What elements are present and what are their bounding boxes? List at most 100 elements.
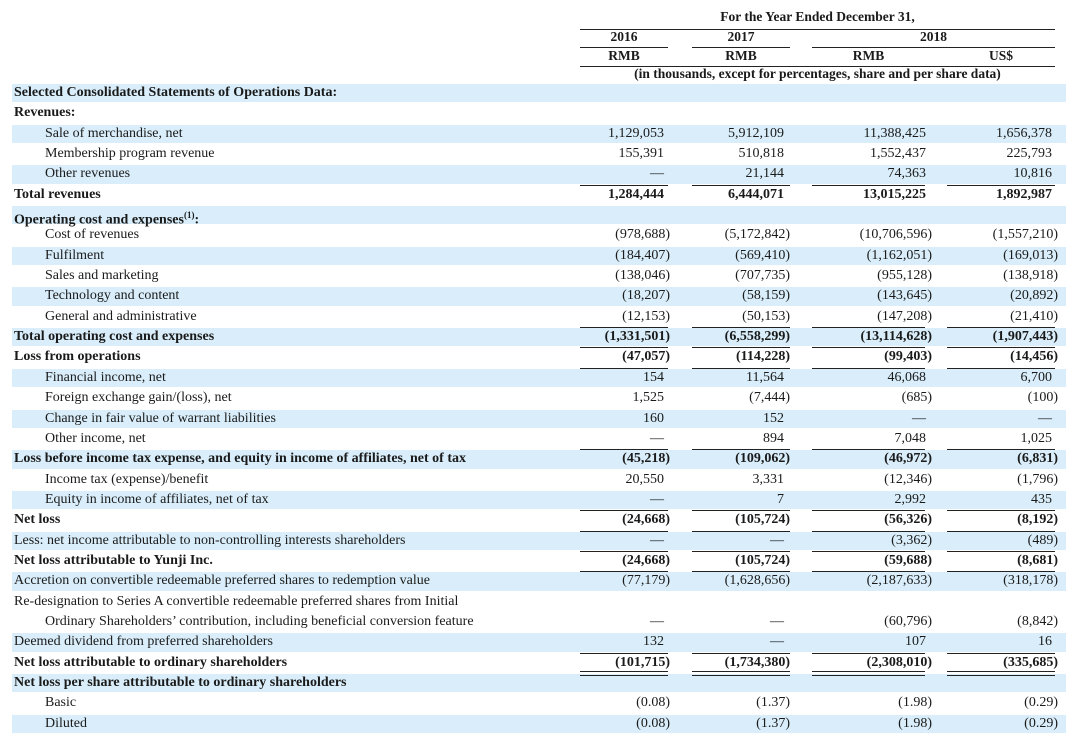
- table-row: Total operating cost and expenses (1,331,…: [0, 327, 1080, 349]
- underline: [947, 184, 1055, 186]
- value-2018-rmb: (2,187,633): [866, 573, 932, 589]
- table-row: Sale of merchandise, net 1,129,053 5,912,1…: [0, 124, 1080, 144]
- value-2017-rmb: 21,144: [745, 166, 785, 182]
- row-label-text: Financial income, net: [45, 369, 166, 385]
- row-label-text: Revenues:: [14, 105, 76, 121]
- row-label: Change in fair value of warrant liabilit…: [45, 409, 276, 429]
- row-label: Technology and content: [45, 286, 179, 306]
- value-2017-rmb: (5,172,842): [724, 227, 790, 243]
- underline: [692, 571, 790, 573]
- units-note: (in thousands, except for percentages, s…: [634, 66, 1001, 81]
- value-2016-rmb: (77,179): [622, 573, 670, 589]
- row-label: Other income, net: [45, 429, 146, 449]
- underline: [812, 449, 925, 451]
- divider: [692, 47, 790, 48]
- row-label-text: Net loss: [14, 512, 61, 528]
- table-row: Less: net income attributable to non-con…: [0, 531, 1080, 552]
- table-row: Cost of revenues (978,688) (5,172,842) (10,…: [0, 225, 1080, 245]
- double-underline: [947, 670, 1055, 676]
- row-label-text: Sale of merchandise, net: [45, 125, 183, 141]
- underline: [580, 449, 668, 451]
- row-label-text: Selected Consolidated Statements of Oper…: [14, 85, 338, 100]
- value-2017-rmb: (105,724): [735, 552, 790, 568]
- row-label: Net loss per share attributable to ordin…: [14, 673, 347, 693]
- value-2018-usd: (318,178): [1003, 573, 1058, 589]
- row-label-text: Loss before income tax expense, and equi…: [14, 451, 466, 467]
- row-label-text: Diluted: [45, 715, 87, 731]
- value-2018-usd: (8,681): [1017, 552, 1058, 568]
- row-label-text: General and administrative: [45, 308, 197, 324]
- table-row: Sales and marketing (138,046) (707,735) (95…: [0, 266, 1080, 286]
- underline: [812, 571, 925, 573]
- row-label: Diluted: [45, 714, 87, 734]
- value-2016-rmb: 160: [643, 410, 664, 426]
- table-row: Financial income, net 154 11,564 46,068 6,70…: [0, 368, 1080, 388]
- divider: [580, 47, 668, 48]
- table-row: Loss before income tax expense, and equi…: [0, 449, 1080, 469]
- label-suffix: :: [194, 212, 200, 228]
- row-label-text: Operating cost and expenses: [14, 212, 184, 228]
- value-2018-usd: (21,410): [1010, 308, 1058, 324]
- table-row: Income tax (expense)/benefit 20,550 3,331 (…: [0, 470, 1080, 490]
- value-2017-rmb: (1.37): [756, 695, 790, 711]
- value-2018-rmb: 1,552,437: [870, 146, 926, 162]
- row-label: Sales and marketing: [45, 266, 159, 286]
- row-label-text: Membership program revenue: [45, 146, 215, 162]
- value-2016-rmb: (0.08): [636, 715, 670, 731]
- value-2016-rmb: —: [650, 532, 664, 548]
- underline: [812, 530, 925, 532]
- value-2017-rmb: (109,062): [735, 451, 790, 467]
- value-2018-rmb: 13,015,225: [863, 186, 926, 202]
- value-2016-rmb: 1,284,444: [608, 186, 664, 202]
- year-2018: 2018: [920, 29, 947, 44]
- value-2017-rmb: 5,912,109: [728, 125, 784, 141]
- value-2017-rmb: 152: [763, 410, 784, 426]
- underline: [947, 550, 1055, 552]
- value-2018-rmb: (59,688): [884, 552, 932, 568]
- value-2016-rmb: (24,668): [622, 552, 670, 568]
- row-label-text: Net loss attributable to Yunji Inc.: [14, 552, 213, 568]
- value-2018-usd: (20,892): [1010, 288, 1058, 304]
- value-2018-rmb: (1.98): [898, 715, 932, 731]
- divider: [580, 66, 1055, 67]
- value-2017-rmb: 7: [777, 491, 784, 507]
- value-2018-rmb: (2,308,010): [866, 654, 932, 670]
- table-row: Loss from operations (47,057) (114,228) (99…: [0, 347, 1080, 369]
- value-2018-rmb: (685): [901, 390, 932, 406]
- value-2018-rmb: (955,128): [877, 268, 932, 284]
- row-label: Sale of merchandise, net: [45, 124, 183, 144]
- divider: [580, 29, 1055, 30]
- row-label-continuation: Ordinary Shareholders’ contribution, inc…: [45, 613, 474, 629]
- value-2018-usd: (335,685): [1003, 654, 1058, 670]
- table-row: Net loss attributable to Yunji Inc. (24,6…: [0, 551, 1080, 573]
- value-2016-rmb: (184,407): [615, 247, 670, 263]
- value-2017-rmb: (50,153): [742, 308, 790, 324]
- row-label: Fulfilment: [45, 246, 104, 266]
- currency-2018-usd: US$: [988, 48, 1013, 63]
- value-2017-rmb: —: [770, 532, 784, 548]
- row-label: Revenues:: [14, 103, 75, 123]
- value-2018-usd: (0.29): [1024, 715, 1058, 731]
- value-2018-usd: 16: [1038, 634, 1052, 650]
- underline: [812, 550, 925, 552]
- table-row: Foreign exchange gain/(loss), net 1,525 (7…: [0, 388, 1080, 408]
- row-label-text: Total operating cost and expenses: [14, 329, 215, 345]
- underline: [580, 347, 668, 349]
- table-row: Total revenues 1,284,444 6,444,071 13,015,2…: [0, 185, 1080, 205]
- value-2016-rmb: (47,057): [622, 349, 670, 365]
- value-2017-rmb: (1,628,656): [724, 573, 790, 589]
- table-row: Net loss (24,668) (105,724) (56,326) (8,192): [0, 510, 1080, 532]
- underline: [947, 571, 1055, 573]
- value-2018-usd: (8,842): [1017, 613, 1058, 629]
- row-label-text: Equity in income of affiliates, net of t…: [45, 491, 269, 507]
- underline: [692, 449, 790, 451]
- value-2017-rmb: —: [770, 634, 784, 650]
- row-label-text: Re-designation to Series A convertible r…: [14, 593, 459, 609]
- row-label-text: Accretion on convertible redeemable pref…: [14, 573, 430, 589]
- year-2016: 2016: [610, 29, 638, 44]
- table-row: Diluted (0.08) (1.37) (1.98) (0.29): [0, 714, 1080, 734]
- underline: [580, 327, 668, 329]
- value-2017-rmb: 3,331: [752, 471, 785, 487]
- value-2018-rmb: 11,388,425: [863, 125, 926, 141]
- value-2016-rmb: —: [650, 430, 664, 446]
